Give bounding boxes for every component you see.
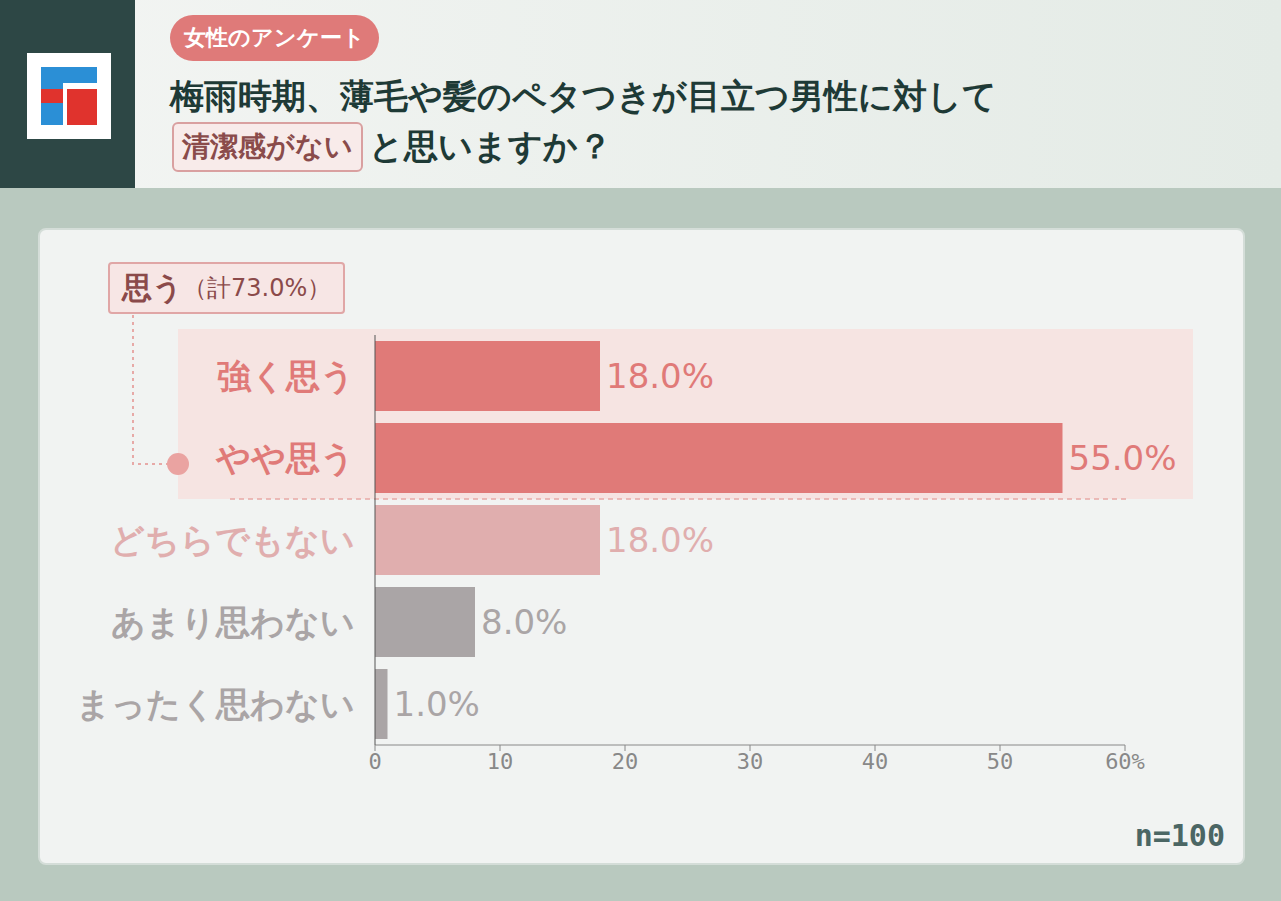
svg-text:30: 30	[737, 749, 764, 774]
svg-text:あまり思わない: あまり思わない	[111, 602, 355, 642]
html-text:清潔感がない: 清潔感がない	[182, 130, 353, 163]
svg-text:どちらでもない: どちらでもない	[110, 520, 355, 560]
svg-text:まったく思わない: まったく思わない	[76, 684, 355, 724]
html-text:n=100: n=100	[1134, 818, 1225, 853]
svg-text:1.0%: 1.0%	[394, 684, 480, 724]
svg-text:8.0%: 8.0%	[481, 602, 567, 642]
html-text:思う（計73.0%）: 思う（計73.0%）	[122, 269, 332, 305]
svg-text:18.0%: 18.0%	[606, 356, 714, 396]
svg-text:40: 40	[862, 749, 889, 774]
svg-text:60%: 60%	[1105, 749, 1145, 774]
html-text:と思いますか？: と思いますか？	[369, 126, 612, 166]
svg-text:10: 10	[487, 749, 514, 774]
svg-text:18.0%: 18.0%	[606, 520, 714, 560]
svg-text:やや思う: やや思う	[215, 438, 355, 478]
svg-text:55.0%: 55.0%	[1069, 438, 1177, 478]
svg-text:0: 0	[368, 749, 381, 774]
html-text:梅雨時期、薄毛や髪のペタつきが目立つ男性に対して: 梅雨時期、薄毛や髪のペタつきが目立つ男性に対して	[170, 76, 997, 116]
svg-text:強く思う: 強く思う	[217, 356, 355, 396]
svg-text:50: 50	[987, 749, 1014, 774]
html-text:女性のアンケート: 女性のアンケート	[184, 25, 365, 50]
svg-text:20: 20	[612, 749, 639, 774]
